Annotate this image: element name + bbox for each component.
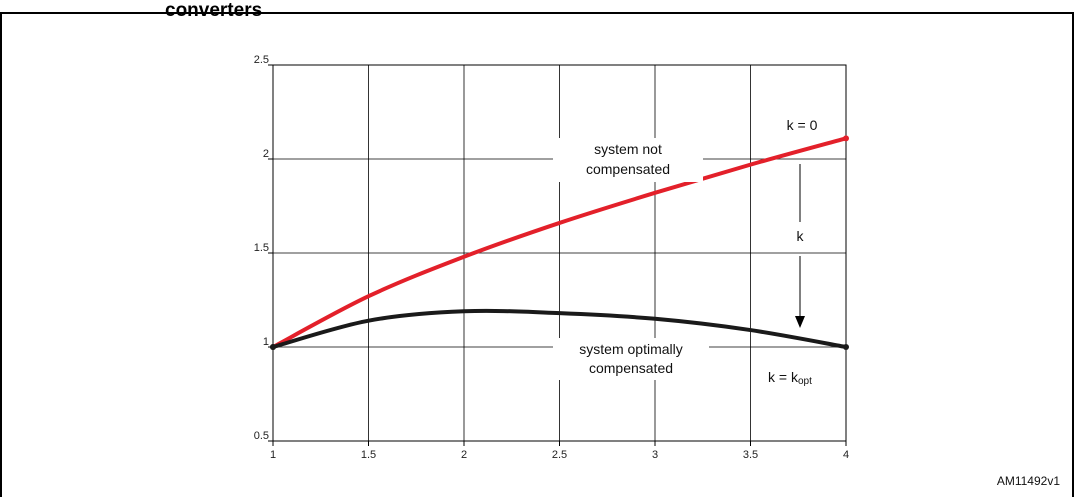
upper-label-bg	[553, 138, 703, 182]
k-opt-label-bg	[764, 366, 840, 388]
chart-annotations: system not compensated system optimally …	[553, 117, 840, 388]
upper-label-line2: compensated	[586, 161, 670, 177]
lower-label-line1: system optimally	[579, 341, 682, 357]
lower-label-line2: compensated	[589, 360, 673, 376]
k-opt-label: k = kopt	[768, 369, 812, 387]
chart-grid	[268, 64, 847, 446]
y-tick-label: 0.5	[254, 430, 269, 442]
k-opt-sub: opt	[798, 376, 812, 387]
y-axis-ticks: 0.5 1 1.5 2 2.5	[254, 54, 269, 442]
page-title: converters	[165, 0, 263, 21]
x-tick-label: 2.5	[552, 449, 567, 461]
y-tick-label: 1	[263, 336, 269, 348]
x-tick-label: 1	[270, 449, 276, 461]
series-not-compensated	[271, 136, 848, 349]
x-tick-label: 1.5	[361, 449, 376, 461]
k-mid-label: k	[797, 228, 805, 244]
k-opt-main: k = k	[768, 369, 799, 385]
chart-series	[270, 135, 849, 350]
x-tick-label: 3.5	[743, 449, 758, 461]
series-optimally-compensated	[271, 308, 848, 349]
k-zero-label: k = 0	[787, 117, 818, 133]
y-tick-label: 1.5	[254, 242, 269, 254]
y-tick-label: 2.5	[254, 54, 269, 66]
x-axis-ticks: 1 1.5 2 2.5 3 3.5 4	[270, 449, 849, 461]
series-end-point	[843, 135, 849, 142]
upper-label-line1: system not	[594, 141, 662, 157]
k-arrow-head	[795, 316, 805, 328]
y-tick-label: 2	[263, 148, 269, 160]
lower-label-bg	[553, 338, 709, 380]
figure-id: AM11492v1	[996, 474, 1060, 488]
x-tick-label: 3	[652, 449, 658, 461]
series-start-point	[270, 344, 276, 350]
series-end-point	[843, 344, 849, 350]
x-tick-label: 4	[843, 449, 849, 461]
k-label-bg	[790, 224, 810, 248]
x-tick-label: 2	[461, 449, 467, 461]
